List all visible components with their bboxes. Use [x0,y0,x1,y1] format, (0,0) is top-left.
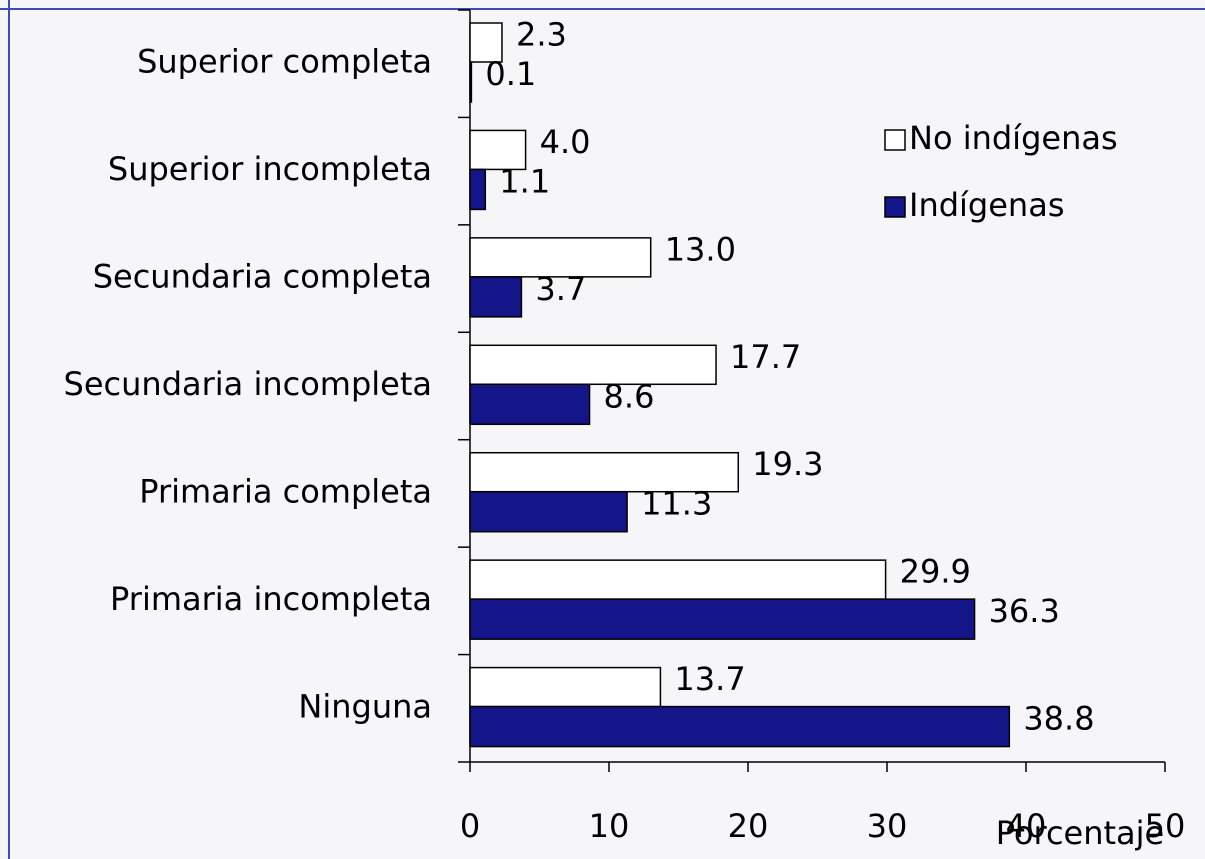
value-label: 29.9 [900,553,971,591]
x-tick-label: 10 [589,807,630,845]
legend-label: Indígenas [909,186,1064,224]
bar [469,22,503,63]
x-tick-label: 50 [1145,807,1186,845]
y-tick-label: Secundaria incompleta [64,365,432,403]
x-tick-label: 30 [867,807,908,845]
value-label: 1.1 [499,162,550,200]
value-label: 3.7 [535,270,586,308]
bar [469,666,662,708]
y-tick-label: Primaria completa [139,472,432,510]
bar [469,559,887,600]
bar [469,237,652,278]
bar [469,451,740,493]
bar [469,598,976,640]
y-tick-label: Secundaria completa [93,258,432,296]
bar [469,129,527,171]
bar [469,383,591,426]
bar [469,490,628,533]
value-label: 17.7 [730,338,801,376]
x-tick-label: 0 [460,807,480,845]
bar [469,705,1011,748]
legend-swatch [884,196,906,218]
value-label: 38.8 [1023,700,1094,738]
y-tick-label: Ninguna [298,687,432,725]
value-label: 13.0 [665,230,736,268]
value-label: 19.3 [752,445,823,483]
value-label: 2.3 [516,16,567,54]
x-tick-label: 40 [1006,807,1047,845]
value-label: 36.3 [989,592,1060,630]
value-label: 4.0 [540,123,591,161]
legend-label: No indígenas [909,119,1118,157]
x-axis-label: Porcentaje [996,814,1164,852]
y-tick-label: Superior completa [137,43,432,81]
bar [469,344,717,386]
y-tick-label: Superior incompleta [108,150,432,188]
x-tick-label: 20 [728,807,769,845]
bar [469,276,523,318]
bar [469,61,473,103]
value-label: 0.1 [485,55,536,93]
value-label: 11.3 [641,485,712,523]
y-tick-label: Primaria incompleta [110,580,432,618]
value-label: 8.6 [604,377,655,415]
bar [469,168,487,211]
value-label: 13.7 [674,660,745,698]
legend-swatch [884,129,906,151]
